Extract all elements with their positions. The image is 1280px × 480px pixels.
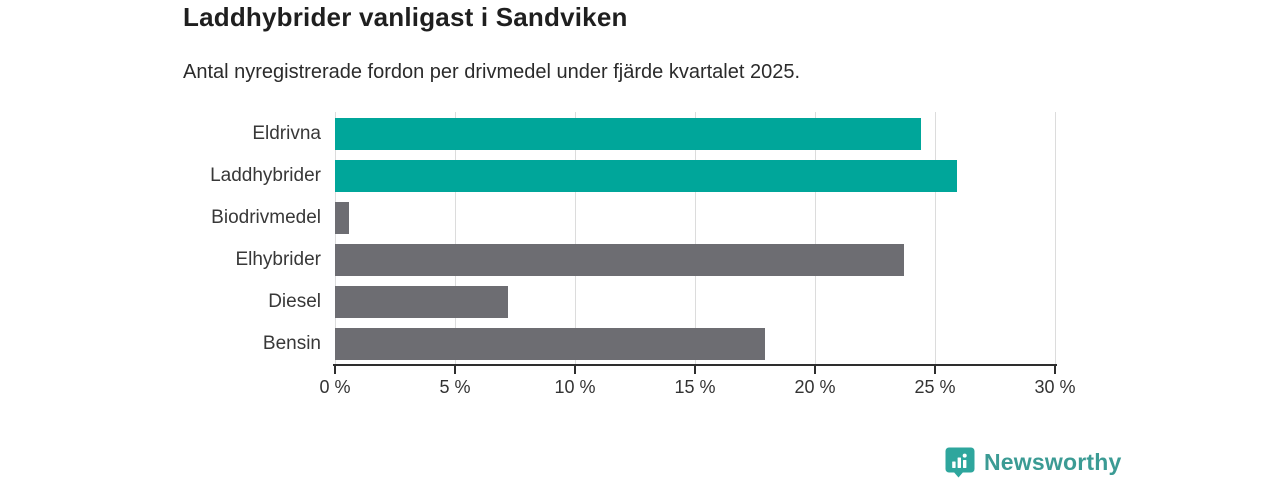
bar-row: Laddhybrider [210,160,1055,192]
grid-line [815,112,816,364]
bar [335,286,508,318]
category-label: Bensin [262,333,321,354]
grid-line [1055,112,1056,364]
category-label: Diesel [268,291,321,312]
grid-line [575,112,576,364]
page-title: Laddhybrider vanligast i Sandviken [183,2,628,32]
bar-row: Elhybrider [235,244,1055,276]
chart-subtitle: Antal nyregistrerade fordon per drivmede… [183,61,801,83]
grid-line [695,112,696,364]
bar-row: Bensin [263,328,1055,360]
x-axis: 0 % 5 % 10 % 15 % 20 % 25 % 30 % [319,364,1076,397]
category-label: Biodrivmedel [211,207,321,228]
axis-tick-label: 10 % [554,377,596,397]
bar-row: Diesel [268,286,1055,318]
bar [335,160,957,192]
category-label: Eldrivna [252,123,321,144]
bar [335,202,350,234]
bar-row: Biodrivmedel [211,202,1055,234]
axis-tick-label: 25 % [914,377,956,397]
category-label: Laddhybrider [210,165,321,186]
axis-tick-label: 30 % [1034,377,1076,397]
bar-row: Eldrivna [252,118,1055,150]
axis-tick-label: 15 % [674,377,716,397]
brand-name: Newsworthy [984,448,1122,475]
axis-tick-label: 0 % [319,377,351,397]
bar [335,118,921,150]
brand-logo: Newsworthy [944,446,1121,478]
axis-tick-label: 5 % [439,377,471,397]
axis-tick [694,364,696,374]
axis-tick [814,364,816,374]
category-label: Elhybrider [235,249,321,270]
bar [335,244,904,276]
bar-chart-pin-icon [944,446,976,478]
bar [335,328,765,360]
grid-line [335,112,336,364]
grid-line [455,112,456,364]
axis-tick [454,364,456,374]
axis-tick [934,364,936,374]
plot-area: Eldrivna Laddhybrider Biodrivmedel Elhybrid… [210,112,1056,364]
axis-tick [574,364,576,374]
axis-tick [334,364,336,374]
axis-tick-label: 20 % [794,377,836,397]
axis-tick [1054,364,1056,374]
grid-line [935,112,936,364]
